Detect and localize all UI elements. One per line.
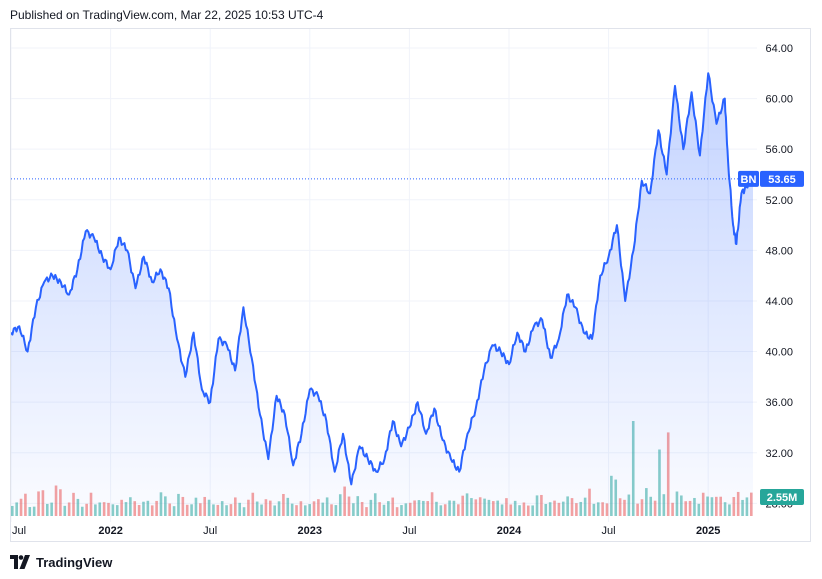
y-tick-label: 52.00 [765,195,793,207]
tradingview-logo-icon[interactable] [10,555,30,569]
price-line [11,72,754,486]
price-series-line [11,72,754,486]
x-tick-label: 2022 [98,525,122,537]
footer-brand[interactable]: TradingView [36,554,113,570]
symbol-label: BN [741,174,757,186]
y-tick-label: 36.00 [765,397,793,409]
x-tick-label: Jul [203,525,217,537]
x-tick-label: 2025 [696,525,720,537]
price-area-fill [11,73,753,517]
last-price-badge [760,170,804,187]
price-chart[interactable]: 64.00 60.00 56.00 52.00 48.00 44.00 40.00 36.00… [11,29,812,543]
x-tick-label: 2023 [298,525,322,537]
y-tick-label: 44.00 [765,296,793,308]
published-caption: Published on TradingView.com, Mar 22, 20… [10,8,324,22]
y-tick-label: 40.00 [765,347,793,359]
footer: TradingView [10,552,112,572]
last-price-label: 53.65 [768,174,796,186]
x-tick-label: Jul [402,525,416,537]
x-axis: Jul 2022 Jul 2023 Jul 2024 Jul 2025 [12,525,720,537]
x-tick-label: Jul [602,525,616,537]
symbol-badge [738,170,759,187]
y-tick-label: 56.00 [765,144,793,156]
volume-label: 2.55M [767,492,798,504]
y-axis: 64.00 60.00 56.00 52.00 48.00 44.00 40.00 36.00… [765,43,793,510]
y-tick-label: 48.00 [765,245,793,257]
x-tick-label: Jul [12,525,26,537]
x-tick-label: 2024 [497,525,522,537]
y-tick-label: 32.00 [765,448,793,460]
badges: BN 53.65 2.55M [738,170,804,505]
price-area [11,73,753,517]
y-tick-label: 60.00 [765,94,793,106]
y-tick-label: 64.00 [765,43,793,55]
volume-badge [760,489,804,505]
chart-frame: 64.00 60.00 56.00 52.00 48.00 44.00 40.00 36.00… [10,28,811,542]
